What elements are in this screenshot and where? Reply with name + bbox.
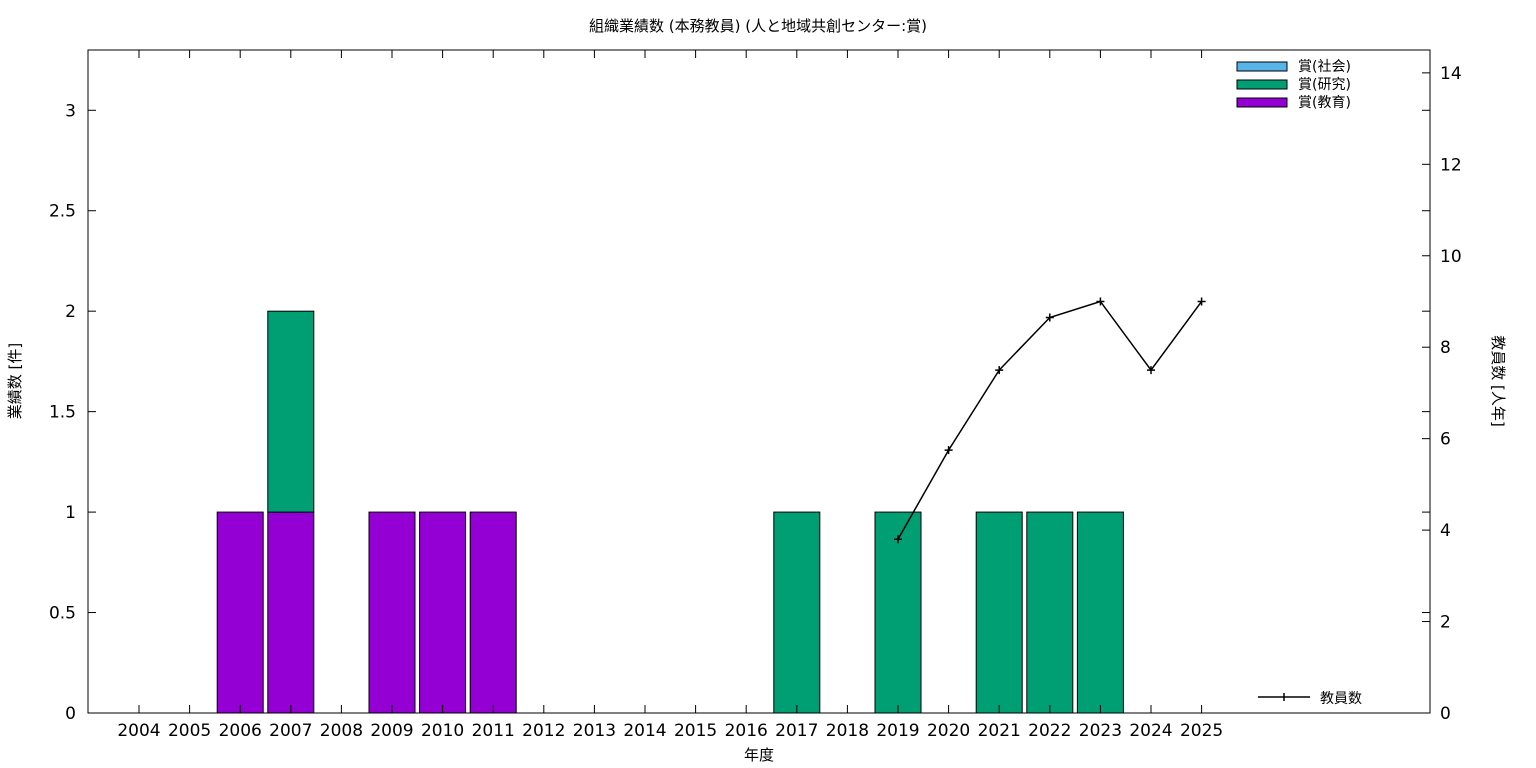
y2-tick-label: 12 [1440, 155, 1462, 175]
x-tick-label: 2013 [573, 721, 616, 741]
line-point-2025 [1197, 297, 1206, 306]
y-tick-label: 2.5 [49, 202, 76, 222]
bar-2023-賞(研究) [1076, 511, 1124, 714]
plot-layer [216, 297, 1206, 714]
bar-2011-賞(教育) [469, 511, 517, 714]
bar-2007-賞(教育) [267, 511, 315, 714]
y2-tick-label: 10 [1440, 247, 1462, 267]
y-tick-label: 1 [65, 503, 76, 523]
x-tick-label: 2004 [117, 721, 160, 741]
legend-label-賞(研究): 賞(研究) [1298, 77, 1351, 93]
x-tick-label: 2024 [1129, 721, 1172, 741]
y2-tick-label: 14 [1440, 64, 1462, 84]
x-tick-label: 2005 [168, 721, 211, 741]
plot-frame [87, 49, 1431, 714]
legend-swatch-賞(教育) [1236, 97, 1288, 108]
y-tick-label: 1.5 [49, 403, 76, 423]
legend-label-教員数: 教員数 [1320, 691, 1362, 707]
ticks-layer: 0 0.5 1 1.5 2 2.5 3 0 2 4 6 8 10 12 14 2004 2005 2006 2007… [49, 50, 1462, 741]
y2-tick-label: 2 [1440, 613, 1451, 633]
x-tick-label: 2021 [978, 721, 1021, 741]
x-tick-label: 2015 [674, 721, 717, 741]
x-tick-label: 2011 [472, 721, 515, 741]
bar-2019-賞(研究) [874, 511, 922, 714]
y2-tick-label: 8 [1440, 338, 1451, 358]
chart-title: 組織業績数 (本務教員) (人と地域共創センター:賞) [589, 17, 927, 35]
bar-2009-賞(教育) [368, 511, 416, 714]
x-tick-label: 2016 [725, 721, 768, 741]
x-tick-label: 2010 [421, 721, 464, 741]
bar-2006-賞(教育) [216, 511, 264, 714]
line-point-2022 [1045, 313, 1054, 322]
y-tick-label: 3 [65, 101, 76, 121]
y2-tick-label: 0 [1440, 704, 1451, 724]
x-tick-label: 2009 [370, 721, 413, 741]
x-tick-label: 2022 [1028, 721, 1071, 741]
line-point-2021 [995, 366, 1004, 375]
bar-2007-賞(研究) [267, 310, 315, 513]
line-point-2020 [944, 446, 953, 455]
line-point-2023 [1096, 297, 1105, 306]
x-tick-label: 2006 [219, 721, 262, 741]
x-tick-label: 2018 [826, 721, 869, 741]
bar-2022-賞(研究) [1026, 511, 1074, 714]
line-point-2019 [894, 535, 902, 544]
bar-2010-賞(教育) [419, 511, 467, 714]
x-tick-label: 2008 [320, 721, 363, 741]
x-tick-label: 2019 [876, 721, 919, 741]
y2-tick-label: 6 [1440, 430, 1451, 450]
x-tick-label: 2017 [775, 721, 818, 741]
y-axis-label: 業績数 [件] [6, 343, 24, 419]
y2-axis-label: 教員数 [人年] [1489, 335, 1507, 426]
y-tick-label: 2 [65, 302, 76, 322]
y-tick-label: 0 [65, 704, 76, 724]
x-tick-label: 2023 [1079, 721, 1122, 741]
y-tick-label: 0.5 [49, 604, 76, 624]
bar-2021-賞(研究) [975, 511, 1023, 714]
legend-label-賞(教育): 賞(教育) [1298, 95, 1351, 111]
line-point-2024 [1147, 366, 1155, 375]
x-tick-label: 2014 [623, 721, 666, 741]
bar-2017-賞(研究) [773, 511, 821, 714]
x-tick-label: 2012 [522, 721, 565, 741]
legend-label-賞(社会): 賞(社会) [1298, 59, 1351, 75]
x-tick-label: 2020 [927, 721, 970, 741]
x-tick-label: 2007 [269, 721, 312, 741]
x-axis-label: 年度 [744, 746, 774, 764]
x-tick-label: 2025 [1180, 721, 1223, 741]
y2-tick-label: 4 [1440, 521, 1451, 541]
legend: 賞(社会) 賞(研究) 賞(教育) 教員数 [1236, 59, 1362, 707]
legend-swatch-賞(社会) [1236, 61, 1288, 72]
legend-swatch-賞(研究) [1236, 79, 1288, 90]
